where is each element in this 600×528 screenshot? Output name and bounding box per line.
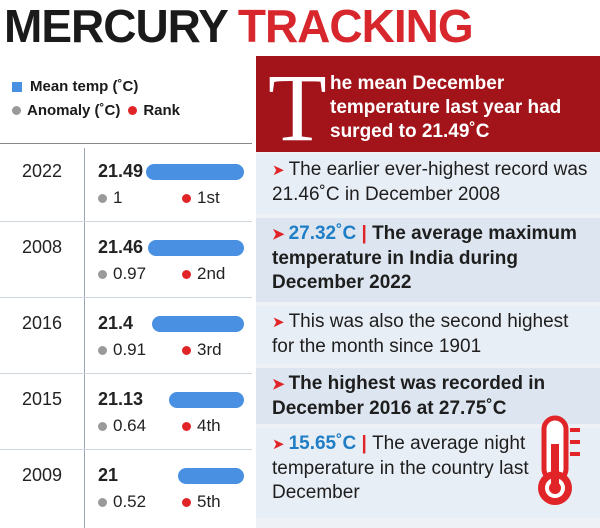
rank-dot-icon (182, 497, 191, 507)
anomaly-value: 0.91 (98, 340, 146, 360)
anomaly-dot-icon (98, 497, 107, 507)
anomaly-dot-icon (98, 193, 107, 203)
legend: Mean temp (˚C) Anomaly (˚C) Rank (0, 56, 252, 144)
rank-value: 4th (182, 416, 221, 436)
mean-temp-bar (151, 316, 244, 332)
legend-anomaly-label: Anomaly (˚C) (27, 102, 121, 119)
row-divider (0, 297, 252, 298)
rank-dot-icon (182, 193, 191, 203)
fact-background (256, 368, 600, 424)
legend-divider (0, 143, 252, 144)
title-word-tracking: TRACKING (237, 0, 474, 52)
anomaly-label: 1 (113, 188, 123, 207)
fact-item: ➤ 15.65˚C | The average night temperature… (272, 432, 594, 505)
rank-dot-icon (182, 269, 191, 279)
row-divider (0, 221, 252, 222)
legend-rank-label: Rank (143, 102, 181, 119)
rank-label: 2nd (197, 264, 226, 283)
anomaly-dot-icon (98, 345, 107, 355)
fact-text: The earlier ever-highest record was 21.4… (272, 159, 588, 205)
rank-value: 2nd (182, 264, 225, 284)
anomaly-dot-icon (98, 269, 107, 279)
rank-label: 1st (197, 188, 220, 207)
legend-mean-label: Mean temp (˚C) (30, 78, 139, 95)
anomaly-label: 0.97 (113, 264, 147, 283)
anomaly-label: 0.91 (113, 340, 147, 359)
mean-temp-bar (169, 392, 244, 408)
year-label: 2009 (22, 465, 63, 485)
anomaly-dot-icon (12, 106, 21, 115)
anomaly-dot-icon (98, 421, 107, 431)
mean-temp-label: 21.4 (98, 313, 134, 333)
year-label: 2022 (22, 161, 63, 181)
arrow-icon: ➤ (272, 162, 285, 179)
legend-mean-swatch-icon (12, 81, 22, 92)
mean-temp-label: 21.46 (98, 237, 144, 257)
rank-label: 3rd (197, 340, 222, 359)
fact-background (256, 218, 600, 302)
rank-value: 5th (182, 492, 221, 512)
title-word-mercury: MERCURY (4, 0, 229, 52)
rank-dot-icon (128, 106, 138, 115)
mean-temp-label: 21.13 (98, 389, 144, 409)
fact-text: The average maximum temperature in India… (272, 223, 577, 293)
rank-label: 5th (197, 492, 221, 511)
fact-highlight: 27.32˚C (288, 223, 362, 244)
fact-background (256, 154, 600, 214)
fact-item: ➤ 27.32˚C | The average maximum temperatu… (272, 222, 594, 295)
rank-value: 3rd (182, 340, 222, 360)
rank-dot-icon (182, 421, 191, 431)
row-divider (0, 449, 252, 450)
year-label: 2008 (22, 237, 63, 257)
mean-temp-bar (147, 240, 244, 256)
anomaly-label: 0.52 (113, 492, 147, 511)
mean-temp-label: 21.49 (98, 161, 144, 181)
row-divider (0, 373, 252, 374)
fact-highlight: 15.65˚C (288, 433, 362, 454)
fact-item: ➤ This was also the second highest for th… (272, 310, 594, 359)
anomaly-value: 0.52 (98, 492, 146, 512)
fact-text: The average night temperature in the cou… (272, 433, 529, 503)
year-label: 2016 (22, 313, 63, 333)
page-title: MERCURY TRACKING (4, 0, 474, 52)
fact-text: This was also the second highest for the… (272, 311, 569, 357)
arrow-icon: ➤ (272, 436, 285, 453)
arrow-icon: ➤ (272, 376, 285, 393)
year-divider (84, 148, 85, 528)
fact-text: The highest was recorded in December 201… (272, 373, 546, 419)
thermometer-icon (538, 415, 580, 505)
mean-temp-label: 21 (98, 465, 119, 485)
fact-separator: | (361, 223, 373, 244)
year-label: 2015 (22, 389, 63, 409)
anomaly-value: 0.64 (98, 416, 146, 436)
legend-mean: Mean temp (˚C) (12, 78, 138, 95)
legend-anomaly-rank: Anomaly (˚C) Rank (12, 102, 180, 119)
rank-dot-icon (182, 345, 191, 355)
anomaly-value: 0.97 (98, 264, 146, 284)
rank-value: 1st (182, 188, 220, 208)
arrow-icon: ➤ (272, 226, 285, 243)
fact-separator: | (361, 433, 373, 454)
banner-drop-cap: T (268, 54, 327, 161)
anomaly-value: 1 (98, 188, 122, 208)
rank-label: 4th (197, 416, 221, 435)
fact-background (256, 306, 600, 364)
arrow-icon: ➤ (272, 314, 285, 331)
mean-temp-bar (177, 468, 244, 484)
banner-text: he mean December temperature last year h… (330, 73, 562, 142)
mean-temp-bar (146, 164, 244, 180)
banner (256, 56, 600, 152)
anomaly-label: 0.64 (113, 416, 147, 435)
fact-item: ➤ The highest was recorded in December 20… (272, 372, 594, 421)
fact-item: ➤ The earlier ever-highest record was 21.… (272, 158, 594, 207)
